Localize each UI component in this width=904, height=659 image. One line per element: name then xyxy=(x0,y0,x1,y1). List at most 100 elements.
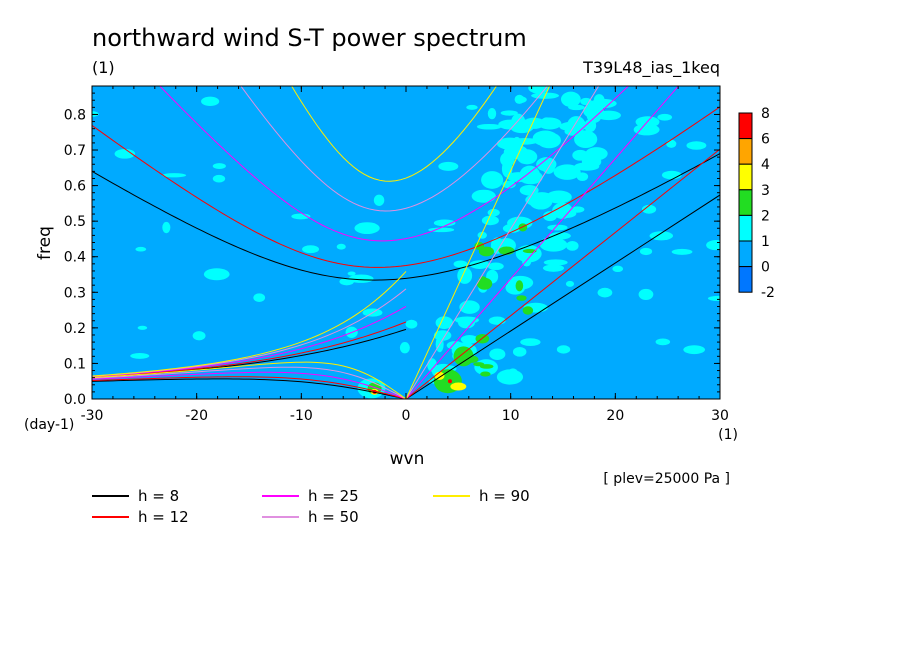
power-patch xyxy=(576,172,589,181)
y-tick-label: 0.4 xyxy=(64,250,86,266)
power-patch xyxy=(570,206,585,213)
y-tick-label: 0.1 xyxy=(64,356,86,372)
annotation-plev: [ plev=25000 Pa ] xyxy=(603,471,730,487)
legend-label: h = 50 xyxy=(308,508,359,526)
power-patch xyxy=(162,221,171,234)
power-patch xyxy=(212,163,226,169)
power-patch xyxy=(428,227,455,233)
y-tick-label: 0.2 xyxy=(64,321,86,337)
colorbar-segment xyxy=(738,112,753,140)
kelvin-wave-line xyxy=(405,86,551,399)
power-patch xyxy=(500,110,518,116)
legend: h = 8 h = 12 h = 25 h = 50 h = 90 xyxy=(92,487,530,526)
power-patch xyxy=(671,248,693,255)
y-tick-label: 0.5 xyxy=(64,214,86,230)
power-patch xyxy=(518,223,528,232)
inertio-gravity-curve xyxy=(291,86,498,182)
mixed-rossby-gravity-curve xyxy=(92,321,407,378)
power-patch xyxy=(253,293,266,302)
power-patch xyxy=(580,97,592,106)
mixed-rossby-gravity-curve xyxy=(92,271,407,377)
y-tick-label: 0.6 xyxy=(64,179,86,195)
x-axis-label: wvn xyxy=(390,449,425,469)
power-patch xyxy=(639,247,653,256)
chart-title: northward wind S-T power spectrum xyxy=(92,24,527,52)
colorbar-label: -2 xyxy=(761,285,775,301)
power-patch xyxy=(481,215,499,226)
power-patch xyxy=(565,280,575,287)
power-patch xyxy=(348,274,374,283)
power-patch xyxy=(212,174,226,183)
legend-label: h = 90 xyxy=(479,487,530,505)
power-patch xyxy=(201,96,220,107)
power-patch xyxy=(347,271,356,276)
power-patch xyxy=(434,371,445,380)
y-tick-label: 0.7 xyxy=(64,143,86,159)
subtitle-left: (1) xyxy=(92,58,115,77)
x-tick-label: 20 xyxy=(606,408,624,424)
subtitle-right: T39L48_ias_1keq xyxy=(582,58,720,78)
power-patch xyxy=(469,260,490,269)
power-patch xyxy=(583,119,597,133)
power-patch xyxy=(547,224,568,231)
power-patch xyxy=(354,222,380,235)
power-patch xyxy=(405,319,418,329)
x-unit-label: (1) xyxy=(718,427,738,443)
power-patch xyxy=(612,265,624,273)
power-patch xyxy=(450,382,467,391)
dispersion-curves xyxy=(92,86,720,399)
colorbar-segment xyxy=(738,138,753,165)
power-patch xyxy=(162,173,187,178)
power-patch xyxy=(302,245,320,254)
power-patch xyxy=(520,338,541,347)
power-patch xyxy=(192,331,206,341)
power-patch xyxy=(533,192,551,199)
power-patch xyxy=(373,194,385,206)
power-patch xyxy=(507,172,530,183)
colorbar-label: 2 xyxy=(761,208,770,224)
power-patch xyxy=(641,204,657,214)
power-patch xyxy=(460,335,479,344)
power-patch xyxy=(481,171,504,189)
power-patch xyxy=(478,246,495,257)
kelvin-wave-line xyxy=(405,86,600,399)
power-patch xyxy=(476,123,502,130)
power-patch xyxy=(581,154,602,169)
power-patch xyxy=(453,260,468,268)
rossby-wave-curve xyxy=(92,361,407,399)
power-patch xyxy=(137,325,148,330)
legend-label: h = 8 xyxy=(138,487,179,505)
colorbar-label: 4 xyxy=(761,157,770,173)
power-patch xyxy=(707,295,720,301)
colorbar-label: 1 xyxy=(761,234,770,250)
power-patch xyxy=(516,295,527,301)
power-patch xyxy=(528,86,550,94)
kelvin-wave-line xyxy=(405,194,720,399)
power-patch xyxy=(489,348,506,360)
y-axis-label: freq xyxy=(35,226,55,260)
y-axis: 0.0 0.1 0.2 0.3 0.4 0.5 0.6 0.7 0.8 xyxy=(64,92,720,408)
inertio-gravity-curve xyxy=(92,153,720,281)
power-patch xyxy=(683,345,706,355)
power-patch xyxy=(522,257,532,267)
colorbar-label: 0 xyxy=(761,260,770,276)
colorbar: 8 6 4 3 2 1 0 -2 xyxy=(738,106,775,301)
power-patch xyxy=(522,306,534,315)
power-patch xyxy=(549,232,571,240)
power-patch xyxy=(114,148,136,159)
y-unit-label: (day-1) xyxy=(24,417,74,433)
inertio-gravity-curve xyxy=(159,86,630,242)
colorbar-segment xyxy=(738,163,753,191)
power-patch xyxy=(706,239,720,251)
power-patch xyxy=(487,262,504,271)
colorbar-segment xyxy=(738,266,753,293)
power-patch xyxy=(522,249,537,254)
x-tick-label: 10 xyxy=(502,408,520,424)
colorbar-segment xyxy=(738,214,753,242)
power-patch xyxy=(447,379,452,384)
power-patch xyxy=(473,362,485,367)
inertio-gravity-curve xyxy=(92,106,720,268)
rossby-wave-curve xyxy=(92,378,407,399)
power-patch xyxy=(556,345,571,354)
x-tick-label: -30 xyxy=(81,408,104,424)
